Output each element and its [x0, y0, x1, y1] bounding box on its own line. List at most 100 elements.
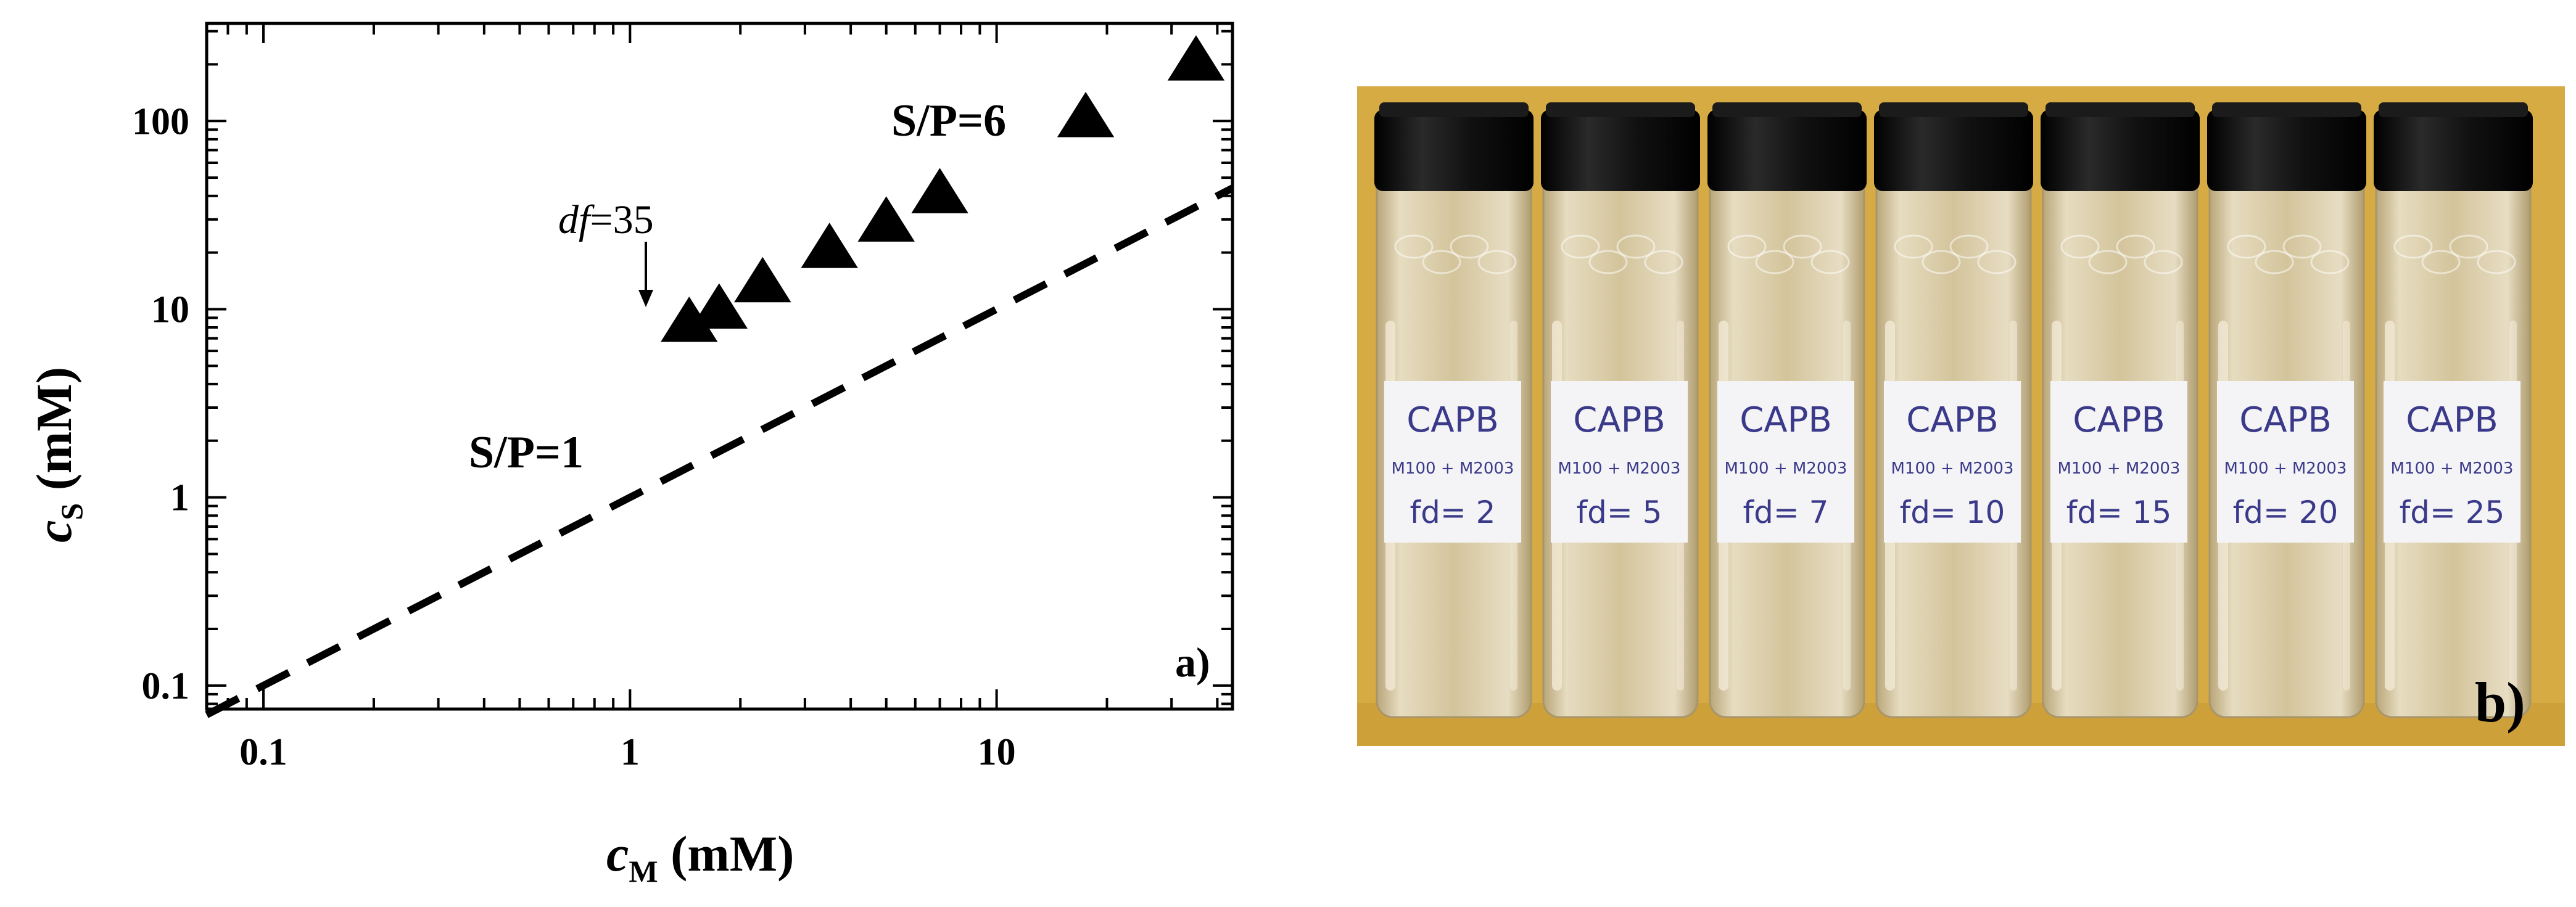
vial-cap	[2207, 110, 2366, 191]
vial-label-title: CAPB	[1406, 400, 1499, 440]
vial-label-fd: fd= 10	[1900, 495, 2005, 530]
foam-bubble	[1727, 234, 1767, 259]
foam-bubble	[1477, 250, 1517, 274]
vial-label-mix: M100 + M2003	[2224, 459, 2347, 478]
vial-label-mix: M100 + M2003	[2058, 459, 2181, 478]
vial-cap-top	[2046, 102, 2195, 117]
data-point-triangle	[1057, 92, 1115, 137]
vial-label-title: CAPB	[1573, 400, 1666, 440]
vial-cap-top	[2379, 102, 2528, 117]
vial-label-mix: M100 + M2003	[1392, 459, 1514, 478]
vial-cap-top	[1712, 102, 1862, 117]
foam-bubble	[2310, 250, 2350, 274]
foam-bubble	[1422, 250, 1461, 274]
foam-bubble	[1894, 234, 1933, 259]
vial: CAPB M100 + M2003 fd= 10	[1874, 102, 2033, 718]
annotation-sp1: S/P=1	[469, 427, 584, 478]
foam-bubble	[1588, 250, 1628, 274]
x-axis-ticks	[205, 23, 1219, 709]
foam-bubble	[2060, 234, 2100, 259]
foam-bubble	[2477, 250, 2516, 274]
vial-label-paper	[2384, 381, 2520, 543]
x-tick-label: 0.1	[239, 731, 287, 773]
vial-label-fd: fd= 15	[2066, 495, 2172, 530]
foam-bubble	[2421, 250, 2461, 274]
foam-bubble	[1450, 234, 1489, 259]
vial-cap	[1374, 110, 1534, 191]
data-point-triangle	[911, 168, 968, 213]
foam-bubble	[2144, 250, 2183, 274]
foam-bubble	[2088, 250, 2128, 274]
vial: CAPB M100 + M2003 fd= 25	[2374, 102, 2533, 718]
foam-bubble	[2116, 234, 2155, 259]
vial: CAPB M100 + M2003 fd= 15	[2041, 102, 2200, 718]
vial-label-fd: fd= 2	[1410, 495, 1496, 530]
vial: CAPB M100 + M2003 fd= 2	[1374, 102, 1534, 718]
y-tick-label: 100	[132, 101, 189, 142]
data-point-triangle	[1167, 35, 1225, 81]
vial-label-fd: fd= 20	[2233, 495, 2339, 530]
foam-bubble	[1922, 250, 1961, 274]
vial-label-title: CAPB	[1740, 400, 1832, 440]
vials-photo: CAPB M100 + M2003 fd= 2 CAPB M100 + M2003 fd=…	[1357, 86, 2565, 746]
y-tick-label: 0.1	[142, 665, 190, 707]
foam-bubble	[1616, 234, 1656, 259]
y-tick-label: 10	[151, 289, 189, 330]
vial: CAPB M100 + M2003 fd= 20	[2207, 102, 2366, 718]
foam-bubble	[2282, 234, 2322, 259]
vial-label-mix: M100 + M2003	[1891, 459, 2014, 478]
vial-cap-top	[1546, 102, 1695, 117]
foam-bubble	[1810, 250, 1850, 274]
annotation-sp6: S/P=6	[891, 96, 1006, 146]
vial-cap-top	[1879, 102, 2028, 117]
vial-cap	[2374, 110, 2533, 191]
chart-panel: 0.1 1 10 0.1 1 10 100 S/P=6 S/P=1 df=35 a) cM…	[26, 22, 1234, 889]
vial-label-fd: fd= 7	[1743, 495, 1829, 530]
data-point-triangle	[801, 223, 858, 268]
vial-cap	[1707, 110, 1867, 191]
y-axis-tick-labels: 0.1 1 10 100	[132, 101, 189, 707]
foam-bubble	[1783, 234, 1822, 259]
vial-label-title: CAPB	[2073, 400, 2165, 440]
vial-label-paper	[1884, 381, 2021, 543]
vial-row: CAPB M100 + M2003 fd= 2 CAPB M100 + M2003 fd=…	[1374, 102, 2533, 718]
data-point-triangle	[690, 283, 748, 329]
data-point-triangle	[661, 296, 718, 342]
foam-bubble	[1644, 250, 1683, 274]
panel-label-b: b)	[2475, 671, 2525, 734]
vial: CAPB M100 + M2003 fd= 5	[1541, 102, 1700, 718]
vial-label-paper	[1384, 381, 1521, 543]
x-tick-label: 1	[621, 731, 640, 773]
vial-label-fd: fd= 5	[1577, 495, 1662, 530]
vial-label-title: CAPB	[1906, 400, 1999, 440]
data-points	[661, 35, 1225, 342]
vial-label-paper	[2050, 381, 2187, 543]
vial-label-mix: M100 + M2003	[2391, 459, 2514, 478]
foam-bubble	[2227, 234, 2266, 259]
vial-label-paper	[2217, 381, 2354, 543]
reference-line-sp1	[205, 184, 1234, 718]
data-point-triangle	[734, 257, 791, 303]
foam-bubble	[1394, 234, 1434, 259]
vial-cap	[2041, 110, 2200, 191]
foam-bubble	[1755, 250, 1794, 274]
vial-cap-top	[1379, 102, 1529, 117]
x-axis-tick-labels: 0.1 1 10	[239, 731, 1015, 773]
vial-label-mix: M100 + M2003	[1558, 459, 1681, 478]
data-point-triangle	[857, 196, 915, 242]
foam-bubble	[1949, 234, 1989, 259]
vial-cap-top	[2212, 102, 2361, 117]
vial-label-paper	[1717, 381, 1854, 543]
vial-cap	[1541, 110, 1700, 191]
foam-bubble	[2449, 234, 2488, 259]
y-axis-title: cS (mM)	[26, 367, 89, 543]
vial-label-fd: fd= 25	[2400, 495, 2505, 530]
annotation-df-arrowhead	[638, 290, 653, 307]
x-tick-label: 10	[978, 731, 1016, 773]
annotation-df: df=35	[558, 197, 654, 242]
foam-bubble	[1977, 250, 2017, 274]
y-axis-ticks	[207, 30, 1232, 705]
y-tick-label: 1	[170, 477, 189, 519]
foam-bubble	[2393, 234, 2433, 259]
foam-bubble	[1561, 234, 1600, 259]
